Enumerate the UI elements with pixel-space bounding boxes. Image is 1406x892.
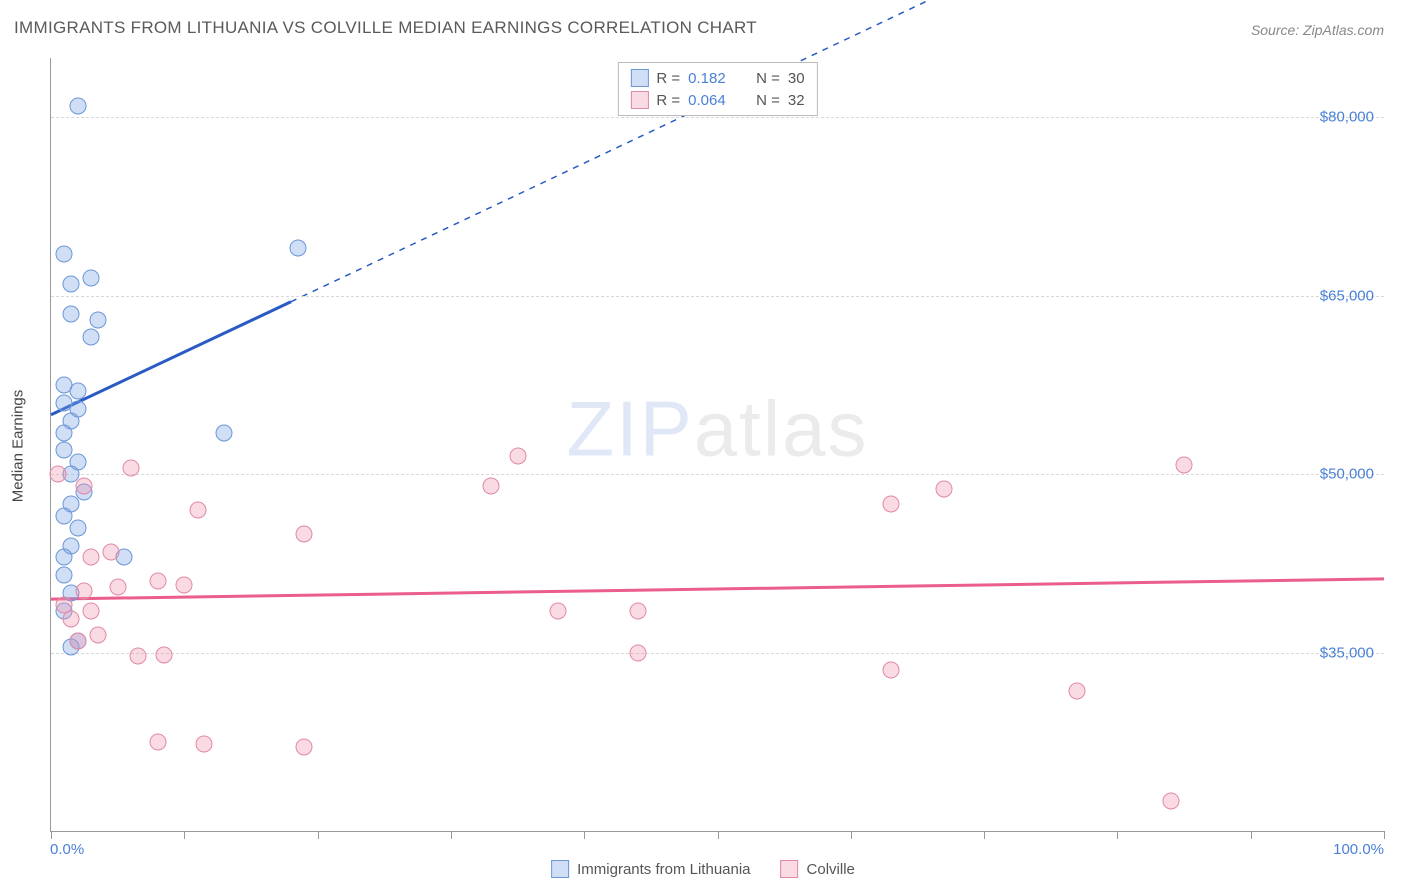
y-tick-label: $35,000 [1320,644,1374,661]
data-point-lithuania [69,519,86,536]
y-tick-label: $80,000 [1320,109,1374,126]
data-point-colville [296,738,313,755]
data-point-colville [176,576,193,593]
data-point-colville [1176,456,1193,473]
data-point-lithuania [62,305,79,322]
data-point-colville [82,549,99,566]
data-point-colville [156,646,173,663]
data-point-colville [1069,682,1086,699]
trend-lines [51,58,1384,831]
gridline [51,296,1384,297]
data-point-colville [936,480,953,497]
y-tick-label: $65,000 [1320,287,1374,304]
trend-line-lithuania [51,302,291,415]
x-tick [718,831,719,839]
x-tick [851,831,852,839]
correlation-chart: IMMIGRANTS FROM LITHUANIA VS COLVILLE ME… [0,0,1406,892]
data-point-colville [629,602,646,619]
data-point-colville [109,579,126,596]
swatch-colville [630,91,648,109]
data-point-lithuania [69,97,86,114]
data-point-colville [149,733,166,750]
x-tick [1117,831,1118,839]
data-point-lithuania [89,311,106,328]
y-tick-label: $50,000 [1320,466,1374,483]
gridline [51,653,1384,654]
legend-label: Colville [807,861,855,878]
y-axis-label: Median Earnings [10,390,27,503]
data-point-colville [549,602,566,619]
data-point-colville [102,543,119,560]
gridline [51,474,1384,475]
x-tick [1384,831,1385,839]
chart-title: IMMIGRANTS FROM LITHUANIA VS COLVILLE ME… [14,18,757,38]
data-point-colville [629,644,646,661]
x-max-label: 100.0% [1333,841,1384,858]
data-point-lithuania [69,382,86,399]
n-value-lithuania: 30 [788,70,805,87]
data-point-lithuania [289,240,306,257]
data-point-colville [82,602,99,619]
data-point-colville [882,495,899,512]
swatch-lithuania [630,69,648,87]
r-label: R = [656,70,680,87]
data-point-colville [76,582,93,599]
data-point-colville [129,648,146,665]
x-tick [584,831,585,839]
data-point-lithuania [82,270,99,287]
legend-item-lithuania: Immigrants from Lithuania [551,860,750,878]
data-point-colville [49,466,66,483]
x-tick [451,831,452,839]
trend-line-colville [51,579,1384,599]
data-point-colville [509,448,526,465]
x-tick [318,831,319,839]
swatch-lithuania [551,860,569,878]
x-tick [51,831,52,839]
data-point-lithuania [56,549,73,566]
legend-row-colville: R = 0.064 N = 32 [630,89,804,111]
legend-item-colville: Colville [781,860,855,878]
data-point-colville [296,525,313,542]
data-point-colville [62,611,79,628]
data-point-colville [196,736,213,753]
data-point-colville [882,662,899,679]
n-value-colville: 32 [788,92,805,109]
x-tick [1251,831,1252,839]
legend-row-lithuania: R = 0.182 N = 30 [630,67,804,89]
n-label: N = [756,92,780,109]
n-label: N = [756,70,780,87]
data-point-colville [122,460,139,477]
data-point-colville [189,501,206,518]
series-legend: Immigrants from Lithuania Colville [551,860,855,878]
trend-line-dash-lithuania [291,0,958,302]
r-value-lithuania: 0.182 [688,70,740,87]
r-label: R = [656,92,680,109]
data-point-colville [69,632,86,649]
data-point-colville [149,573,166,590]
data-point-lithuania [62,275,79,292]
r-value-colville: 0.064 [688,92,740,109]
plot-area: R = 0.182 N = 30 R = 0.064 N = 32 ZIPatl… [50,58,1384,832]
x-tick [984,831,985,839]
data-point-lithuania [56,424,73,441]
chart-source: Source: ZipAtlas.com [1251,22,1384,38]
data-point-lithuania [216,424,233,441]
gridline [51,117,1384,118]
data-point-colville [482,478,499,495]
data-point-colville [1162,793,1179,810]
x-tick [184,831,185,839]
correlation-legend: R = 0.182 N = 30 R = 0.064 N = 32 [617,62,817,116]
data-point-colville [89,626,106,643]
data-point-lithuania [82,329,99,346]
legend-label: Immigrants from Lithuania [577,861,750,878]
data-point-lithuania [56,567,73,584]
data-point-colville [76,478,93,495]
x-min-label: 0.0% [50,841,84,858]
swatch-colville [781,860,799,878]
data-point-lithuania [56,246,73,263]
